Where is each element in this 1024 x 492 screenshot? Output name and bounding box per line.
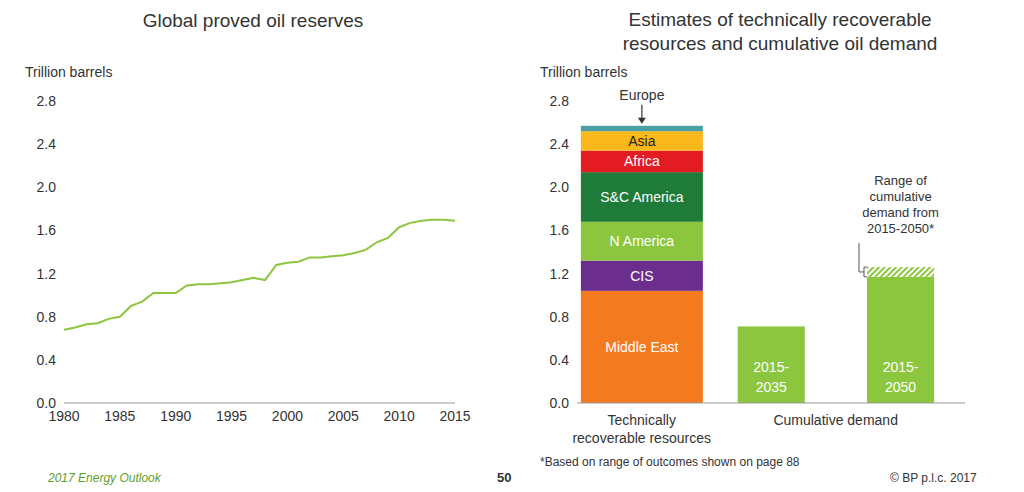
svg-text:CIS: CIS: [630, 268, 653, 284]
svg-text:1985: 1985: [104, 408, 135, 424]
svg-text:2.0: 2.0: [550, 179, 570, 195]
html-text:50: 50: [497, 470, 512, 485]
html-text:© BP p.l.c. 2017: © BP p.l.c. 2017: [890, 471, 977, 485]
svg-text:2.4: 2.4: [550, 136, 570, 152]
svg-text:1995: 1995: [216, 408, 247, 424]
svg-text:Range ofcumulativedemand from2: Range ofcumulativedemand from2015-2050*: [862, 173, 939, 236]
svg-text:Asia: Asia: [628, 133, 655, 149]
svg-text:2015-2035: 2015-2035: [753, 359, 789, 395]
svg-text:2005: 2005: [328, 408, 359, 424]
svg-text:1.6: 1.6: [550, 222, 570, 238]
svg-text:Europe: Europe: [619, 87, 664, 103]
svg-text:1990: 1990: [160, 408, 191, 424]
svg-text:1.2: 1.2: [550, 266, 570, 282]
svg-text:2000: 2000: [272, 408, 303, 424]
svg-text:N America: N America: [610, 233, 675, 249]
svg-text:0.8: 0.8: [37, 309, 57, 325]
svg-text:Technicallyrecoverable resourc: Technicallyrecoverable resources: [572, 412, 711, 446]
html-text:2017 Energy Outlook: 2017 Energy Outlook: [48, 471, 161, 485]
html-text:Estimates of technically recov: Estimates of technically recoverable: [628, 9, 932, 30]
svg-text:1.6: 1.6: [37, 222, 57, 238]
html-text:Trillion barrels: Trillion barrels: [540, 64, 628, 80]
svg-text:Middle East: Middle East: [605, 339, 678, 355]
html-text:*Based on range of outcomes sh: *Based on range of outcomes shown on pag…: [540, 455, 800, 469]
svg-text:2015: 2015: [439, 408, 470, 424]
svg-text:0.8: 0.8: [550, 309, 570, 325]
svg-text:Cumulative demand: Cumulative demand: [773, 412, 898, 428]
svg-text:0.0: 0.0: [550, 395, 570, 411]
svg-text:1980: 1980: [48, 407, 80, 424]
svg-text:Africa: Africa: [624, 153, 660, 169]
svg-text:S&C America: S&C America: [600, 189, 683, 205]
svg-text:2.8: 2.8: [37, 93, 57, 109]
svg-text:2.0: 2.0: [37, 179, 57, 195]
svg-text:1.2: 1.2: [37, 266, 57, 282]
html-text:Trillion barrels: Trillion barrels: [25, 64, 113, 80]
svg-text:2.8: 2.8: [550, 93, 570, 109]
svg-text:2015-2050: 2015-2050: [883, 359, 919, 395]
svg-text:0.4: 0.4: [37, 352, 57, 368]
svg-text:0.0: 0.0: [37, 395, 57, 411]
html-text:Global proved oil reserves: Global proved oil reserves: [142, 10, 364, 31]
svg-text:2010: 2010: [384, 408, 415, 424]
html-text:resources and cumulative oil d: resources and cumulative oil demand: [622, 33, 938, 54]
svg-text:0.4: 0.4: [550, 352, 570, 368]
svg-text:2.4: 2.4: [37, 136, 57, 152]
